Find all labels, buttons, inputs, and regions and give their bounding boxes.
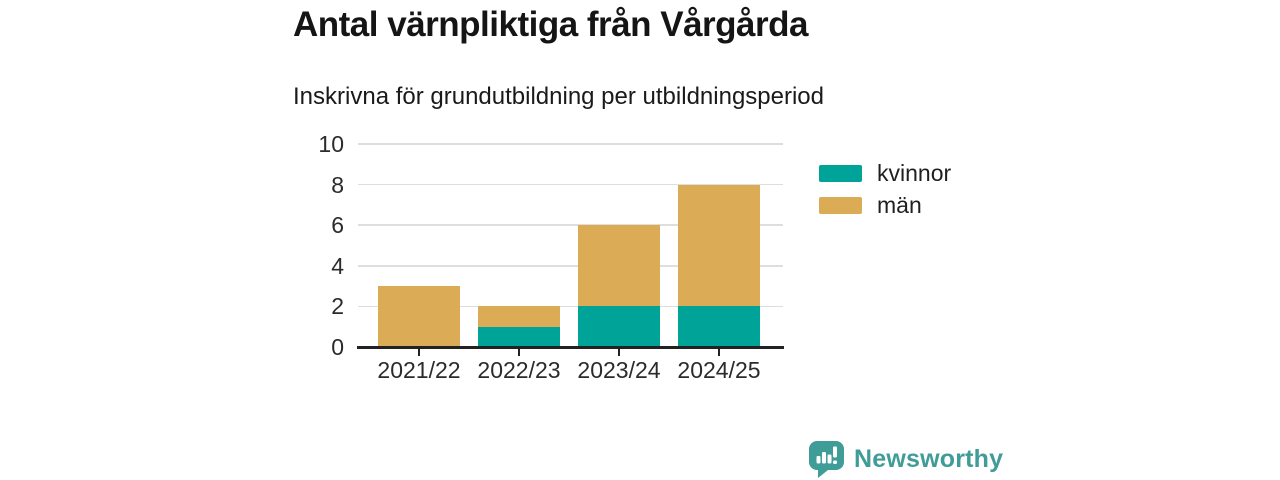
gridline-y8	[358, 183, 783, 186]
bar-2023-24-män	[578, 225, 660, 307]
bar-2022-23-kvinnor	[478, 326, 560, 347]
bar-2022-23-män	[478, 306, 560, 327]
y-axis-label-4: 4	[331, 252, 344, 279]
y-axis-label-6: 6	[331, 212, 344, 239]
legend-swatch-män	[819, 196, 862, 214]
x-tick-2021-22	[418, 349, 420, 356]
x-tick-2023-24	[618, 349, 620, 356]
x-tick-2022-23	[518, 349, 520, 356]
y-axis-label-10: 10	[318, 131, 344, 157]
bar-2023-24-kvinnor	[578, 306, 660, 347]
legend-item-kvinnor: kvinnor	[819, 159, 952, 186]
x-tick-2024-25	[718, 349, 720, 356]
chart-subtitle: Inskrivna för grundutbildning per utbild…	[293, 83, 824, 110]
x-axis-label-2022-23: 2022/23	[477, 357, 561, 383]
bar-chart-speech-bubble-icon	[808, 440, 845, 478]
newsworthy-logo-text: Newsworthy	[854, 444, 1004, 473]
bar-2024-25-kvinnor	[678, 306, 760, 347]
x-axis-label-2024-25: 2024/25	[677, 357, 761, 383]
gridline-y4	[358, 265, 783, 267]
x-axis-label-2021-22: 2021/22	[377, 357, 461, 383]
legend-label-män: män	[877, 191, 922, 218]
y-axis-label-2: 2	[331, 293, 344, 320]
legend-item-män: män	[819, 191, 951, 218]
legend: kvinnor män	[819, 159, 952, 218]
gridline-y10	[358, 143, 783, 145]
x-axis-line	[357, 345, 784, 349]
legend-swatch-kvinnor	[819, 164, 862, 182]
newsworthy-logo: Newsworthy	[808, 440, 1003, 478]
legend-label-kvinnor: kvinnor	[877, 159, 952, 186]
y-axis-label-8: 8	[331, 171, 344, 198]
bar-2024-25-män	[678, 184, 760, 307]
gridline-y2	[358, 305, 783, 308]
x-axis-label-2023-24: 2023/24	[577, 357, 661, 383]
y-axis-label-0: 0	[331, 334, 344, 360]
gridline-y6	[358, 224, 783, 226]
chart-title: Antal värnpliktiga från Vårgårda	[293, 5, 808, 44]
bar-2021-22-män	[378, 286, 460, 347]
